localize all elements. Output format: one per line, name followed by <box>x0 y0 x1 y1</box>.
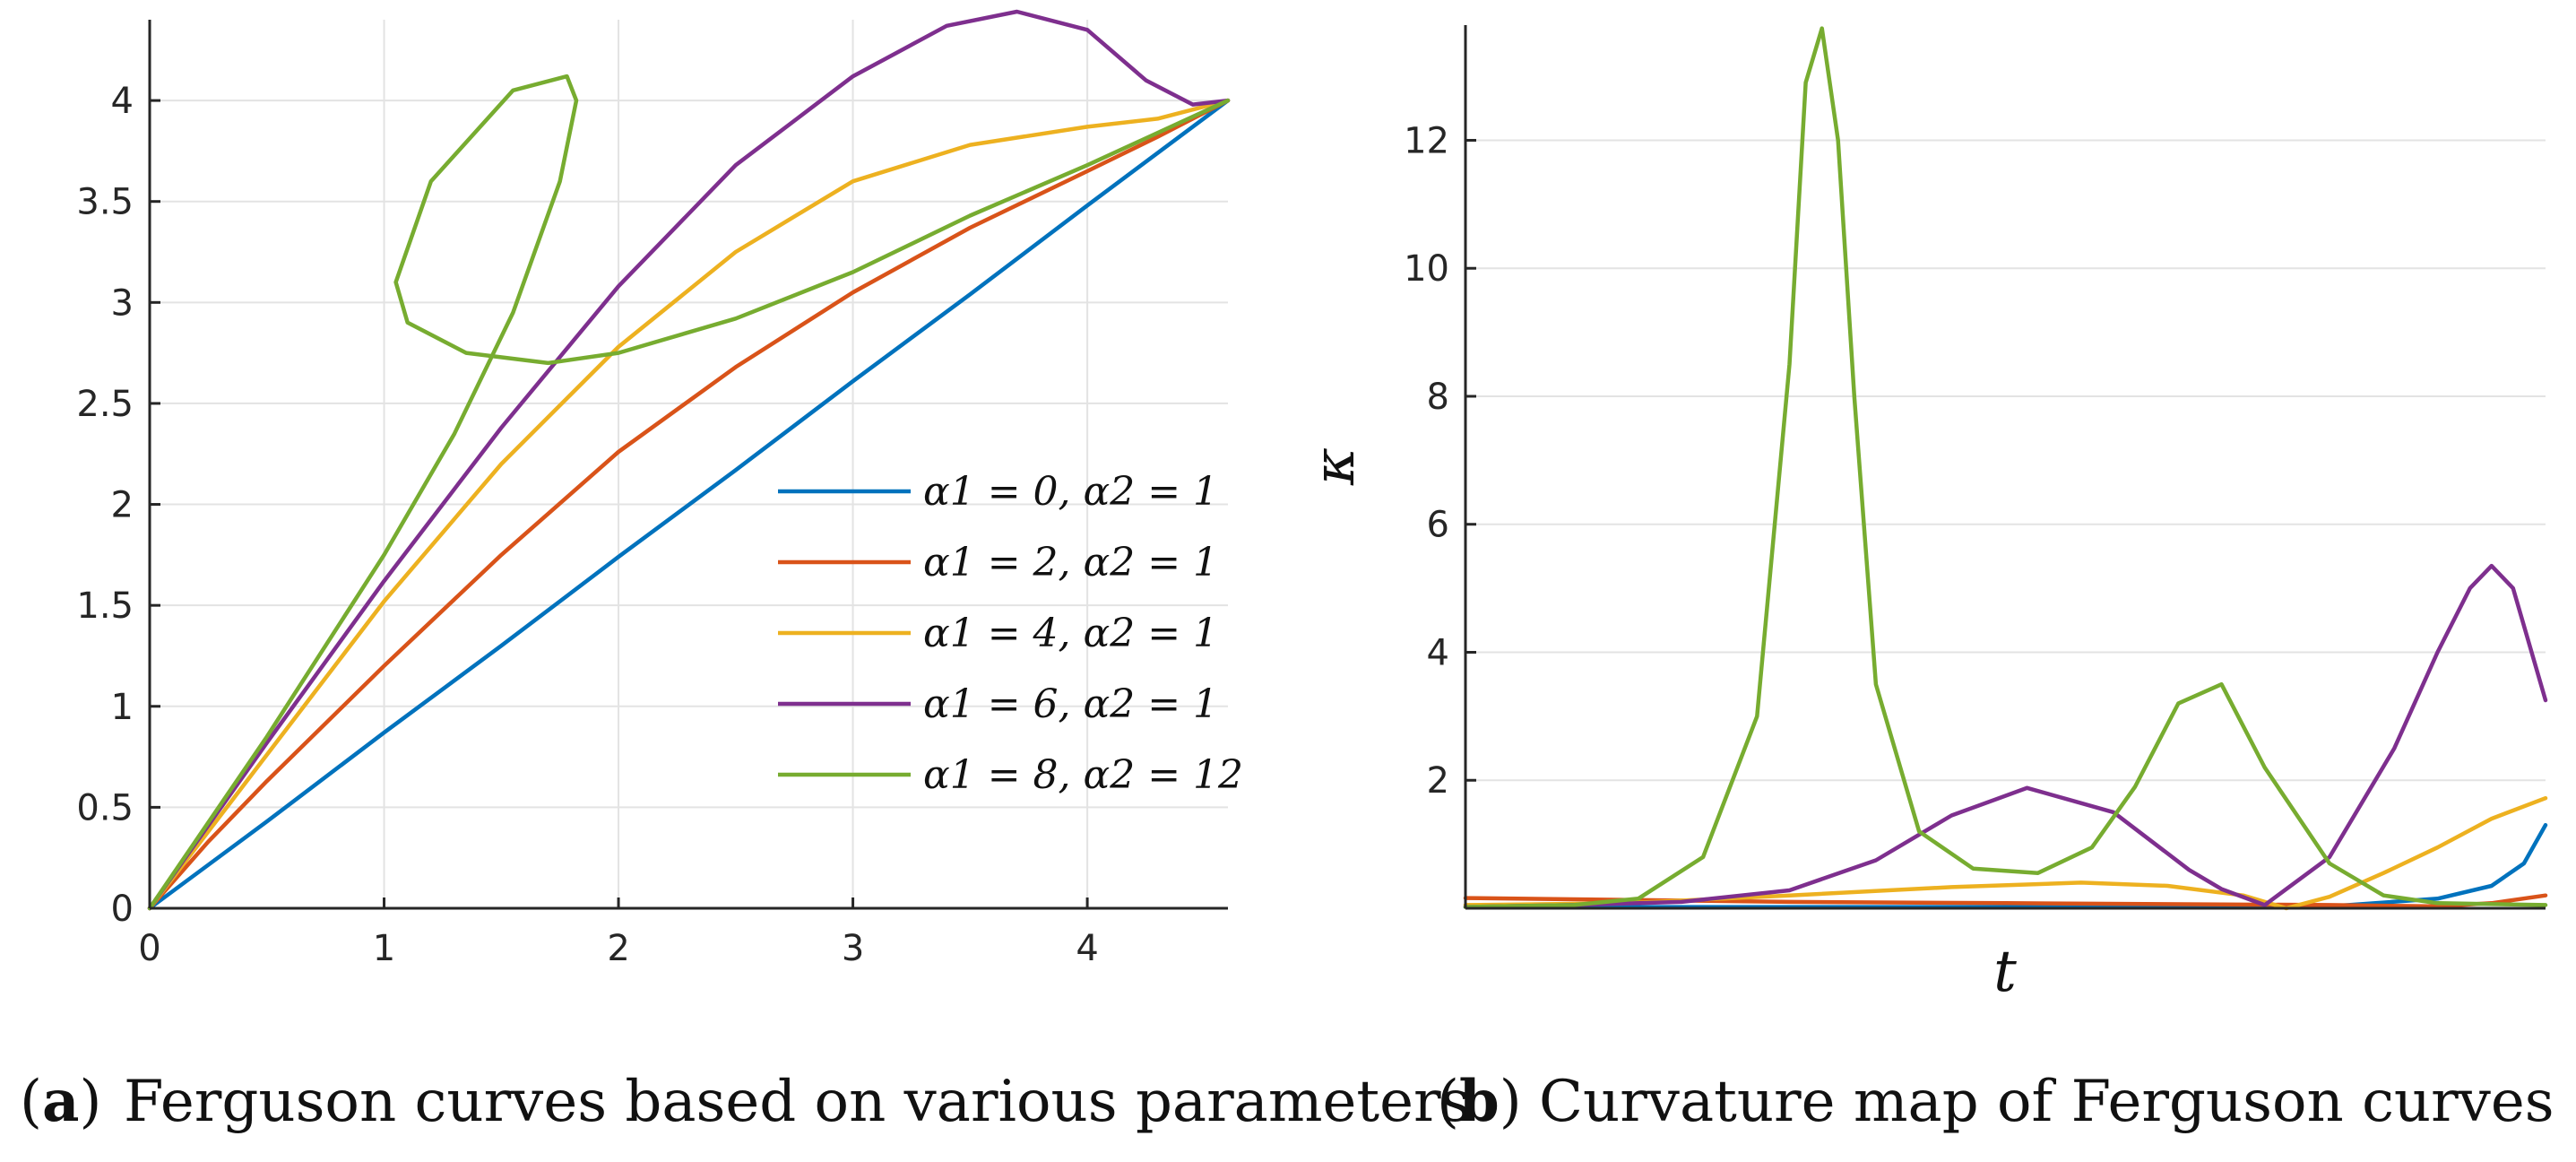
plot-area-b <box>1465 25 2546 908</box>
series-line-5 <box>147 74 1231 911</box>
series-line-1 <box>147 98 1231 911</box>
x-tick-label: 3 <box>842 928 864 969</box>
caption-b-text: Curvature map of Ferguson curves <box>1539 1069 2554 1135</box>
y-tick-label: 1.5 <box>76 585 134 627</box>
y-tick-label: 1 <box>111 687 134 728</box>
x-tick-label: 1 <box>373 928 395 969</box>
y-tick-label: 4 <box>111 81 134 122</box>
legend: α1 = 0, α2 = 1 α1 = 2, α2 = 1 α1 = 4, α2 =… <box>778 469 1243 798</box>
y-tick-label: 2 <box>111 485 134 526</box>
y-axis-label-b: κ <box>1301 447 1368 486</box>
tick-labels-a: 0 1 2 3 4 0 0.5 1 1.5 2 2.5 3 3.5 4 <box>76 81 1098 969</box>
x-tick-label: 2 <box>607 928 629 969</box>
y-tick-label: 4 <box>1427 632 1449 673</box>
legend-label-5: α1 = 8, α2 = 12 <box>923 752 1243 798</box>
panel-a-ferguson-curves: 0 1 2 3 400.511.522.533.54 α1 = 0, α2 = 1α1 … <box>76 9 1243 969</box>
svg-text:(b): (b) <box>1437 1068 1522 1135</box>
y-tick-label: 0.5 <box>76 787 134 828</box>
series-line-4 <box>1463 563 2548 909</box>
x-axis-label-b: t <box>1993 939 2017 1005</box>
y-tick-label: 2.5 <box>76 384 134 425</box>
y-tick-label: 2 <box>1427 760 1449 802</box>
legend-label-1: α1 = 0, α2 = 1 <box>923 469 1218 515</box>
y-tick-label: 0 <box>111 889 134 930</box>
legend-label-2: α1 = 2, α2 = 1 <box>923 540 1218 585</box>
svg-text:(a): (a) <box>20 1068 101 1135</box>
panel-b-curvature-map: 2 4 6 8 10 12 κ t <box>1301 25 2548 1005</box>
y-tick-label: 12 <box>1404 120 1449 161</box>
y-tick-label: 3.5 <box>76 182 134 223</box>
series-line-5 <box>1463 26 2548 909</box>
y-tick-label: 3 <box>111 282 134 324</box>
y-tick-label: 6 <box>1427 505 1449 546</box>
series-line-4 <box>147 9 1231 911</box>
legend-label-4: α1 = 6, α2 = 1 <box>923 681 1218 727</box>
caption-b-tag: b <box>1459 1068 1500 1135</box>
caption-a-text: Ferguson curves based on various paramet… <box>124 1069 1470 1135</box>
x-tick-label: 0 <box>138 928 160 969</box>
legend-label-3: α1 = 4, α2 = 1 <box>923 611 1218 656</box>
x-tick-label: 4 <box>1076 928 1098 969</box>
series-group-a <box>147 9 1231 911</box>
series-line-2 <box>147 98 1231 911</box>
caption-a: (a) Ferguson curves based on various par… <box>20 1068 1470 1135</box>
y-tick-label: 10 <box>1404 248 1449 290</box>
tick-labels-b: 2 4 6 8 10 12 <box>1404 120 1476 802</box>
caption-b: (b) Curvature map of Ferguson curves <box>1437 1068 2554 1135</box>
caption-a-tag: a <box>42 1068 79 1135</box>
series-line-3 <box>147 98 1231 911</box>
gridlines-b <box>1465 139 2546 782</box>
plot-area-a <box>150 20 1228 908</box>
y-tick-label: 8 <box>1427 377 1449 418</box>
gridlines-a <box>150 20 1228 908</box>
